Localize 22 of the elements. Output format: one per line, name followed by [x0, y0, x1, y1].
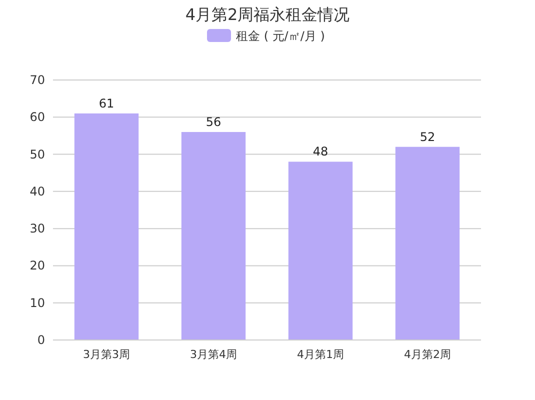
legend-label: 租金 ( 元/㎡/月 ) — [236, 29, 325, 43]
bar — [288, 162, 353, 340]
x-tick-label: 4月第1周 — [297, 348, 344, 361]
y-tick-label: 10 — [30, 296, 45, 310]
data-label: 52 — [420, 130, 436, 144]
data-label: 56 — [206, 115, 222, 129]
y-tick-label: 70 — [30, 73, 45, 87]
data-label: 61 — [98, 96, 114, 110]
y-tick-label: 30 — [30, 222, 45, 236]
y-tick-label: 20 — [30, 258, 45, 273]
x-tick-label: 4月第2周 — [404, 348, 451, 361]
y-tick-label: 50 — [30, 147, 45, 162]
chart-title: 4月第2周福永租金情况 — [185, 5, 350, 24]
y-tick-label: 60 — [30, 110, 45, 124]
bar — [395, 146, 460, 340]
bar — [181, 132, 246, 340]
y-tick-label: 40 — [30, 184, 45, 198]
x-tick-label: 3月第4周 — [190, 348, 237, 361]
x-tick-label: 3月第3周 — [83, 348, 130, 361]
data-label: 48 — [312, 144, 328, 159]
y-tick-label: 0 — [37, 333, 45, 347]
bar — [74, 113, 139, 340]
